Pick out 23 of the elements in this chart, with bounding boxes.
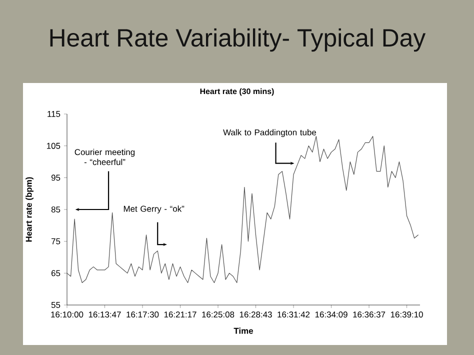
y-tick-label: 85 <box>51 206 60 212</box>
x-tick-label: 16:21:17 <box>164 312 196 318</box>
y-tick-label: 75 <box>52 238 60 244</box>
x-tick-label: 16:13:47 <box>88 312 121 318</box>
annotation: Met Gerry - “ok” <box>124 206 184 214</box>
y-tick-label: 55 <box>51 302 60 308</box>
x-axis-title: Time <box>234 328 254 334</box>
x-tick-label: 16:10:00 <box>51 312 84 318</box>
y-axis-title: Heart rate (bpm) <box>26 177 34 242</box>
x-tick-label: 16:34:09 <box>315 312 348 318</box>
annotation: Courier meeting - “cheerful” <box>74 148 135 166</box>
x-tick-label: 16:39:10 <box>390 312 423 318</box>
x-tick-label: 16:25:08 <box>202 312 234 318</box>
x-tick-label: 16:28:43 <box>240 312 272 318</box>
x-tick-label: 16:36:37 <box>353 312 386 318</box>
y-tick-label: 115 <box>48 111 60 117</box>
annotation: Walk to Paddington tube <box>223 129 316 138</box>
y-tick-label: 105 <box>46 142 60 149</box>
x-tick-label: 16:31:42 <box>278 312 310 318</box>
y-tick-label: 95 <box>51 174 60 181</box>
chart-title: Heart Rate Variability- Typical Day <box>50 28 426 52</box>
y-tick-label: 65 <box>52 270 60 276</box>
x-tick-label: 16:17:30 <box>126 312 159 318</box>
